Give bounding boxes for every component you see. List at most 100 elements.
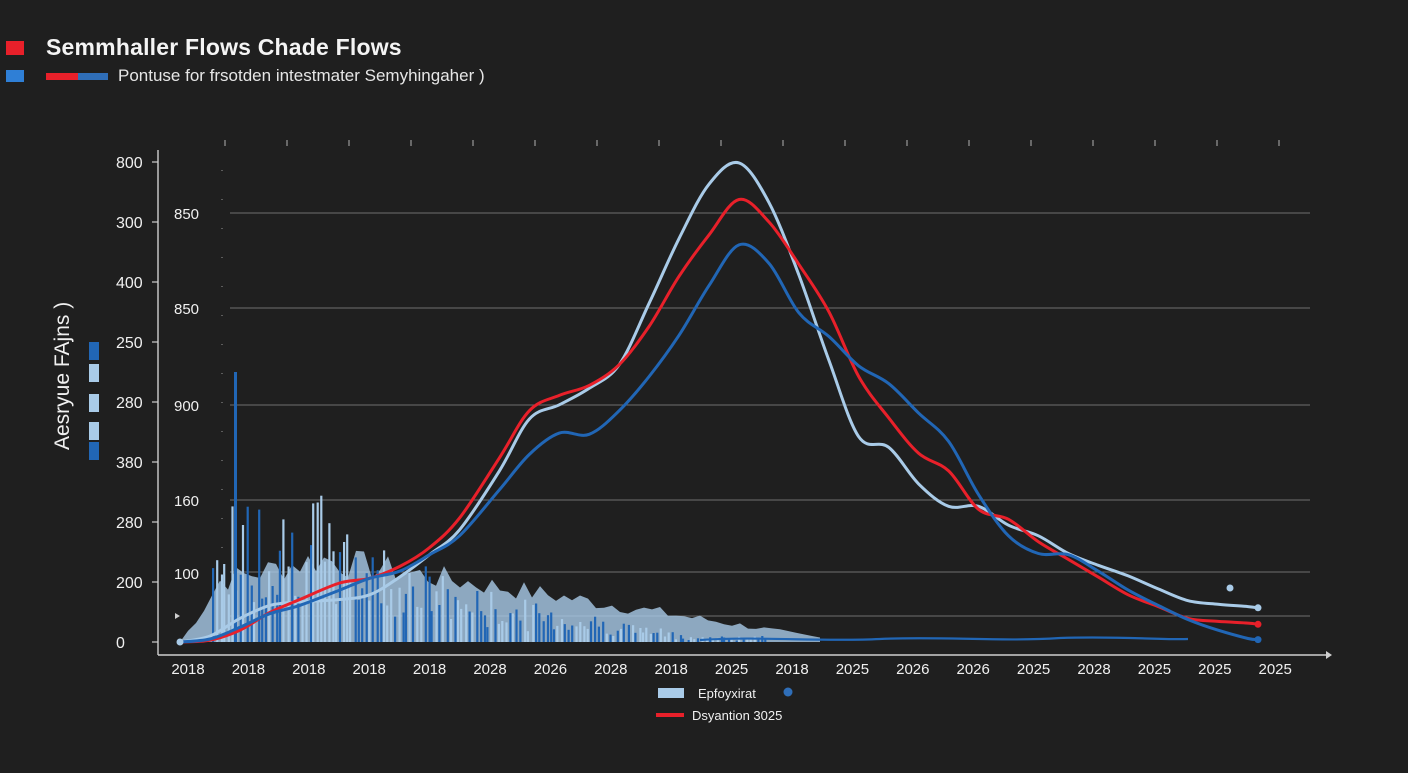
volume-bar-82: [515, 609, 518, 642]
subtitle-red-bar: [46, 72, 78, 80]
y-tick-label-7: 300: [116, 215, 143, 232]
volume-bar-44: [376, 570, 379, 642]
volume-bar-4: [227, 594, 230, 642]
volume-bar-66: [456, 600, 460, 642]
series-start-point: [176, 638, 184, 646]
volume-bar-86: [532, 605, 535, 642]
x-tick-label-12: 2026: [896, 661, 929, 678]
volume-bar-17: [276, 594, 279, 642]
y-tick-label-4: 280: [116, 395, 143, 412]
volume-bar-126: [679, 635, 683, 642]
volume-bar-74: [486, 627, 489, 642]
series-end-point-dark: [1254, 636, 1262, 644]
volume-bar-117: [645, 627, 648, 642]
volume-bar-139: [727, 639, 731, 642]
baseline-wave: [699, 636, 1189, 642]
x-tick-label-18: 2025: [1259, 661, 1292, 678]
volume-bar-62: [441, 576, 444, 642]
volume-bar-124: [671, 632, 674, 642]
x-tick-label-17: 2025: [1198, 661, 1231, 678]
volume-bar-47: [386, 605, 389, 642]
volume-bar-13: [261, 598, 264, 642]
grid-lines: [224, 140, 1310, 617]
volume-bar-93: [556, 625, 559, 642]
volume-bar-90: [546, 615, 550, 642]
x-tick-label-0: 2018: [171, 661, 204, 678]
legend-swatch-0: [658, 688, 684, 698]
series-end-point-red: [1254, 620, 1262, 628]
volume-bar-70: [471, 612, 474, 642]
volume-bar-0: [212, 568, 215, 642]
x-tick-label-14: 2025: [1017, 661, 1050, 678]
volume-bar-37: [349, 580, 352, 642]
volume-bar-149: [764, 638, 767, 642]
x-tick-label-11: 2025: [836, 661, 869, 678]
volume-bar-33: [335, 604, 338, 642]
volume-bar-58: [428, 576, 431, 642]
volume-bar-144: [746, 638, 749, 642]
legend-swatch-1: [656, 713, 684, 717]
x-tick-label-8: 2018: [655, 661, 688, 678]
volume-bar-24: [301, 601, 304, 642]
volume-bar-131: [696, 638, 700, 642]
volume-bar-125: [674, 639, 677, 642]
volume-bar-75: [490, 591, 493, 642]
volume-bar-119: [652, 633, 655, 642]
y-tick-label-2: 280: [116, 515, 143, 532]
volume-bar-94: [560, 619, 564, 642]
volume-bar-98: [575, 626, 578, 642]
volume-bar-28: [316, 502, 319, 642]
chart-subtitle: Pontuse for frsotden intestmater Semyhin…: [118, 66, 485, 85]
volume-bar-108: [612, 636, 615, 642]
volume-bar-127: [681, 638, 685, 642]
volume-bar-50: [398, 587, 401, 642]
subtitle-blue-swatch: [6, 70, 24, 82]
volume-bar-105: [602, 621, 605, 642]
series-line-dark: [178, 242, 1260, 644]
side-block-0: [89, 342, 99, 360]
volume-bar-92: [552, 629, 556, 642]
volume-bar-145: [749, 639, 752, 642]
chart-area: 0 200 280 380 280 250 400 300 800 100 160 900 850 850…: [0, 110, 1408, 768]
volume-bar-88: [538, 613, 541, 642]
volume-bar-109: [616, 630, 619, 642]
volume-bar-53: [408, 572, 411, 642]
volume-bar-51: [402, 612, 405, 642]
volume-bar-5: [231, 506, 234, 642]
x-tick-label-10: 2018: [775, 661, 808, 678]
volume-bar-80: [509, 613, 512, 642]
volume-bar-141: [735, 640, 738, 642]
series-line-light: [178, 160, 1260, 644]
volume-bar-107: [609, 634, 612, 642]
volume-bar-111: [622, 623, 625, 642]
volume-bar-112: [627, 624, 630, 642]
legend-label-0: Epfoyxirat: [698, 686, 756, 701]
volume-bar-73: [483, 615, 487, 642]
x-tick-label-3: 2018: [353, 661, 386, 678]
volume-bar-76: [494, 609, 497, 642]
x-tick-label-6: 2026: [534, 661, 567, 678]
volume-bar-120: [656, 632, 659, 642]
x-tick-label-16: 2025: [1138, 661, 1171, 678]
volume-bar-7: [239, 574, 242, 642]
y-inner-tick-label-2: 900: [174, 398, 199, 415]
y-tick-label-3: 380: [116, 455, 143, 472]
volume-bar-77: [497, 623, 500, 642]
subtitle-row: Pontuse for frsotden intestmater Semyhin…: [6, 66, 485, 86]
subtitle-blue-bar: [78, 72, 108, 80]
volume-bar-96: [567, 629, 570, 642]
legend-marker-0: [783, 687, 793, 697]
volume-bar-68: [465, 604, 468, 642]
volume-bar-143: [742, 639, 745, 642]
volume-bar-12: [258, 509, 261, 642]
x-tick-label-13: 2026: [957, 661, 990, 678]
volume-bar-46: [383, 550, 386, 642]
volume-bar-122: [663, 636, 667, 642]
y-inner-tick-label-1: 160: [174, 493, 199, 510]
y-tick-label-8: 800: [116, 155, 143, 172]
legend-label-1: Dsyantion 3025: [692, 708, 782, 723]
volume-bar-147: [757, 637, 760, 642]
volume-bar-84: [524, 599, 527, 642]
volume-bar-95: [563, 624, 566, 642]
side-block-3: [89, 422, 99, 440]
